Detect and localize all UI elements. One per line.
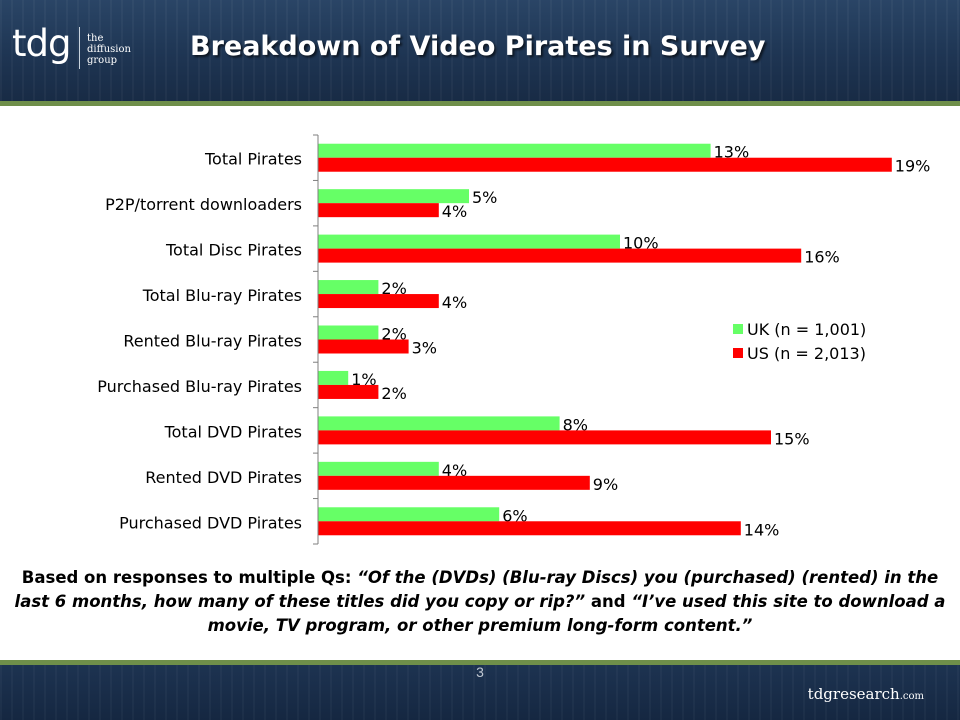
data-label: 19% [895, 157, 931, 176]
header-rule [0, 101, 960, 106]
footer-rule [0, 660, 960, 665]
bar-uk [318, 280, 379, 295]
bar-uk [318, 370, 349, 385]
data-label: 5% [472, 188, 497, 207]
data-label: 15% [774, 429, 810, 448]
logo-line: group [87, 55, 118, 66]
bar-us [318, 157, 892, 172]
bar-us [318, 203, 439, 218]
bar-us [318, 248, 802, 263]
data-label: 4% [442, 202, 467, 221]
legend-label: US (n = 2,013) [747, 344, 866, 363]
category-label: P2P/torrent downloaders [105, 195, 302, 214]
data-label: 16% [804, 248, 840, 267]
category-label: Total Blu-ray Pirates [142, 286, 302, 305]
page-title: Breakdown of Video Pirates in Survey [190, 31, 766, 62]
caption-connector: and [585, 592, 632, 611]
legend-label: UK (n = 1,001) [747, 320, 866, 339]
caption-intro: Based on responses to multiple Qs: [21, 568, 358, 587]
data-label: 8% [563, 415, 588, 434]
bar-chart: Total Pirates 13% 19% P2P/torrent downloade… [97, 134, 931, 545]
data-label: 10% [623, 234, 659, 253]
category-label: Purchased DVD Pirates [119, 513, 302, 532]
header-banner: tdg the diffusion group Breakdown of Vid… [0, 0, 960, 101]
bar-uk [318, 189, 469, 204]
data-label: 6% [502, 506, 527, 525]
bar-us [318, 384, 379, 399]
bar-uk [318, 416, 560, 431]
data-label: 3% [412, 339, 437, 358]
data-label: 1% [351, 370, 376, 389]
data-label: 2% [381, 384, 406, 403]
data-label: 14% [744, 520, 780, 539]
legend-swatch-uk [733, 324, 743, 334]
category-label: Total Pirates [204, 150, 302, 169]
footer-brand-main: tdgresearch [807, 685, 900, 703]
bar-uk [318, 507, 500, 522]
logo-line: diffusion [87, 44, 131, 55]
category-label: Purchased Blu-ray Pirates [97, 377, 302, 396]
category-label: Rented Blu-ray Pirates [123, 332, 302, 351]
footer-brand-suffix: .com [899, 691, 924, 702]
logo-mark: tdg [12, 22, 71, 65]
category-label: Rented DVD Pirates [145, 468, 302, 487]
data-label: 4% [442, 461, 467, 480]
bar-uk [318, 143, 711, 158]
bar-uk [318, 461, 439, 476]
data-label: 13% [714, 143, 750, 162]
logo-text: the diffusion group [87, 33, 131, 66]
data-label: 4% [442, 293, 467, 312]
logo-line: the [87, 33, 104, 44]
bar-us [318, 475, 590, 490]
footer-banner [0, 665, 960, 720]
bar-us [318, 294, 439, 309]
bar-us [318, 521, 741, 536]
footer-brand: tdgresearch.com [808, 685, 924, 703]
bar-us [318, 339, 409, 354]
survey-caption: Based on responses to multiple Qs: “Of t… [8, 566, 952, 638]
legend-swatch-us [733, 348, 743, 358]
logo-divider [79, 27, 80, 69]
page-number: 3 [476, 664, 484, 680]
header-texture [0, 0, 960, 101]
footer-texture [0, 665, 960, 720]
bar-us [318, 430, 771, 445]
caption-quote-1: “Of the (DVDs) (Blu-ray Discs) you (purc… [14, 568, 939, 611]
data-label: 2% [381, 279, 406, 298]
category-label: Total Disc Pirates [165, 241, 302, 260]
category-label: Total DVD Pirates [164, 422, 302, 441]
data-label: 2% [381, 325, 406, 344]
bar-uk [318, 325, 379, 340]
bar-uk [318, 234, 620, 249]
caption-quote-2: “I’ve used this site to download a movie… [207, 592, 946, 635]
data-label: 9% [593, 475, 618, 494]
